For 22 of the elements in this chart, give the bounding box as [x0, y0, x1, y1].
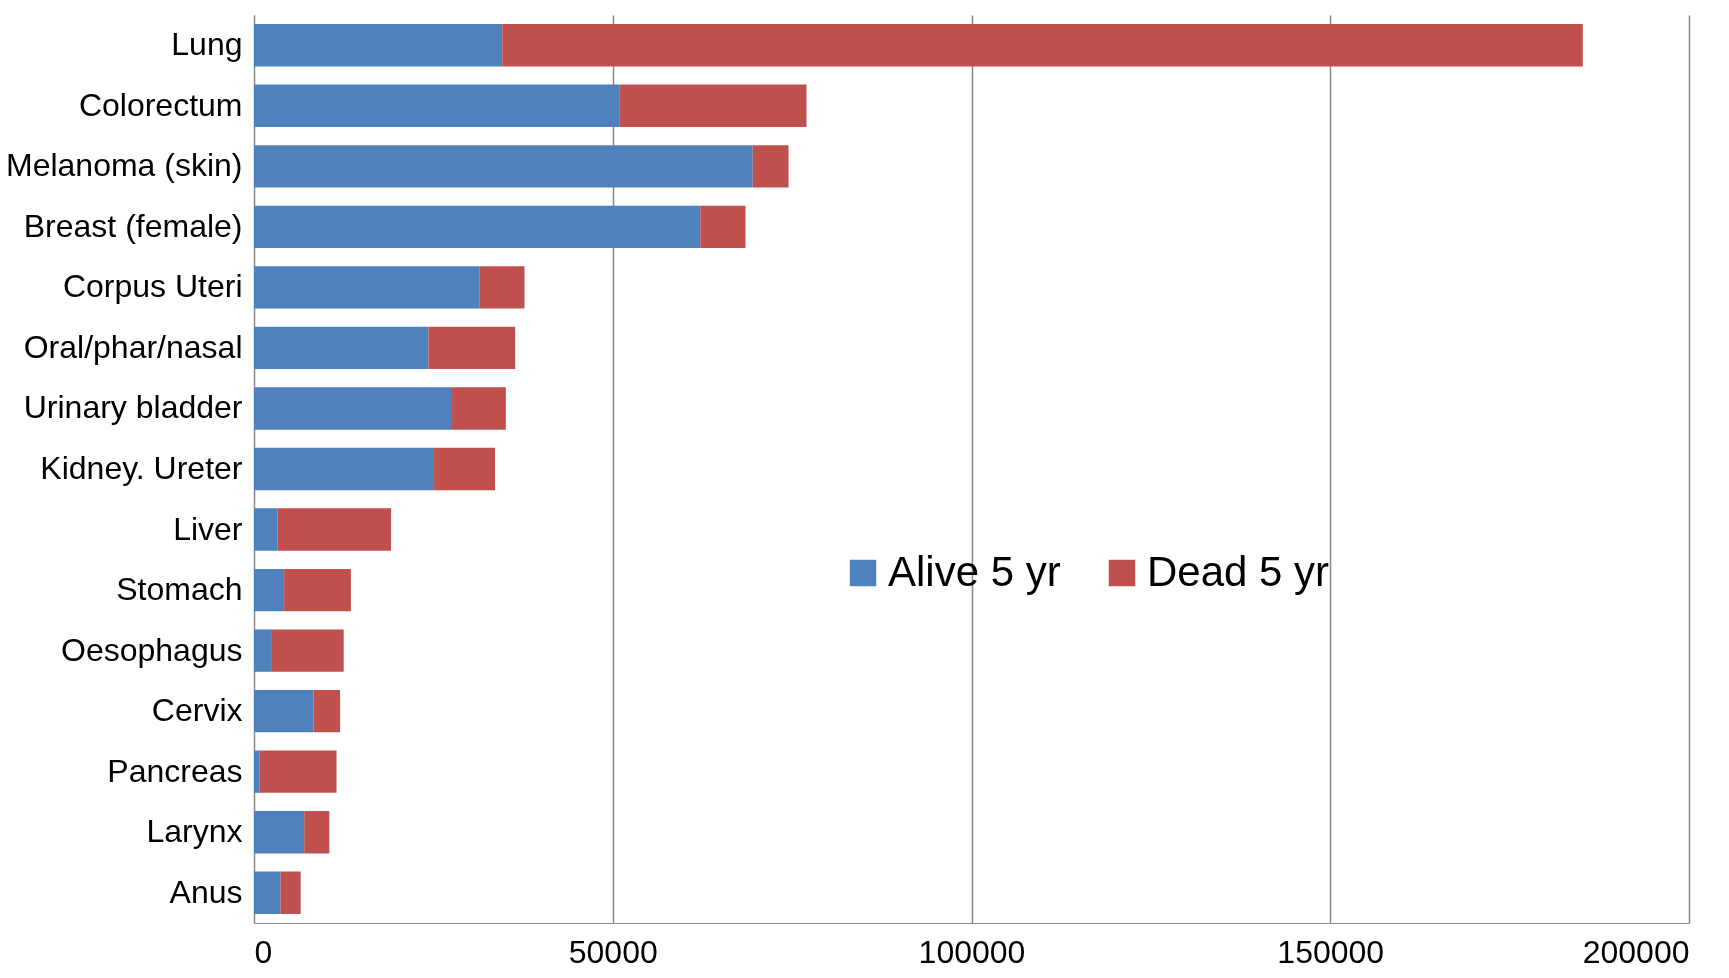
y-tick-label: Lung	[171, 26, 243, 63]
legend-label: Dead 5 yr	[1147, 548, 1330, 595]
y-tick-label: Kidney. Ureter	[40, 450, 243, 486]
y-tick-label: Colorectum	[78, 86, 243, 123]
y-tick-label: Liver	[173, 510, 243, 547]
y-tick-label: Cervix	[151, 692, 243, 729]
x-tick-label: 50000	[568, 933, 658, 970]
y-tick-label: Stomach	[116, 571, 243, 608]
y-tick-label: Anus	[169, 873, 243, 910]
x-tick-label: 150000	[1277, 933, 1385, 970]
x-tick-label: 0	[254, 933, 273, 970]
y-tick-label: Oral/phar/nasal	[23, 328, 243, 365]
y-tick-label: Larynx	[146, 813, 243, 850]
x-tick-label: 100000	[918, 933, 1026, 970]
y-tick-label: Corpus Uteri	[62, 268, 243, 305]
y-tick-label: Melanoma (skin)	[5, 147, 243, 184]
y-tick-label: Breast (female)	[23, 207, 243, 244]
legend-label: Alive 5 yr	[888, 548, 1061, 595]
x-tick-label: 200000	[1582, 933, 1690, 970]
y-tick-label: Pancreas	[107, 752, 243, 789]
y-tick-label: Urinary bladder	[23, 389, 243, 426]
y-tick-label: Oesophagus	[61, 631, 243, 668]
